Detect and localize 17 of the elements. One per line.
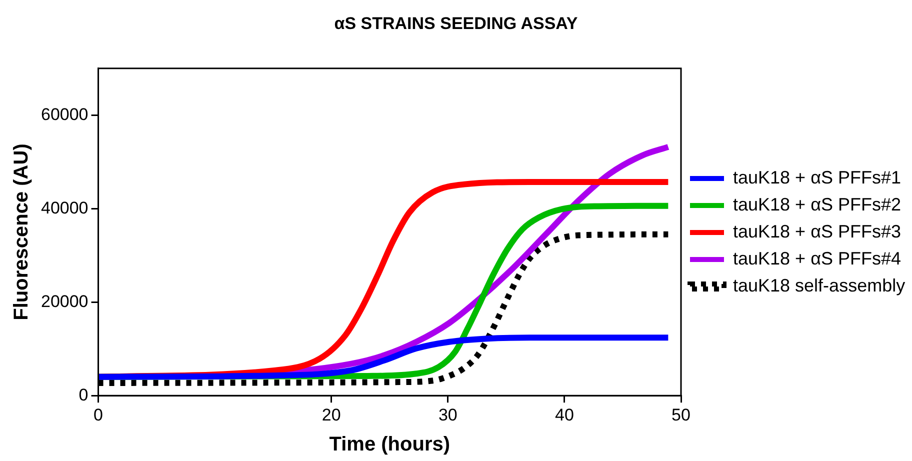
- x-tick-label: 30: [438, 405, 458, 424]
- x-axis-title: Time (hours): [329, 434, 450, 456]
- x-tick-label: 20: [322, 405, 341, 424]
- y-tick-label: 60000: [40, 104, 88, 124]
- y-tick-label: 0: [78, 385, 88, 404]
- x-tick-label: 40: [554, 405, 574, 424]
- legend-label: tauK18 + αS PFFs#1: [733, 167, 901, 188]
- legend-label: tauK18 + αS PFFs#4: [733, 248, 901, 268]
- legend-label: tauK18 + αS PFFs#3: [733, 221, 901, 242]
- chart-title: αS STRAINS SEEDING ASSAY: [334, 14, 578, 33]
- y-tick-label: 40000: [40, 198, 88, 218]
- y-axis-title: Fluorescence (AU): [10, 144, 33, 320]
- y-tick-label: 20000: [40, 292, 88, 311]
- legend-label: tauK18 self-assembly: [733, 275, 906, 296]
- legend-label: tauK18 + αS PFFs#2: [733, 194, 901, 214]
- x-tick-label: 50: [672, 405, 690, 424]
- x-tick-label: 0: [94, 405, 104, 424]
